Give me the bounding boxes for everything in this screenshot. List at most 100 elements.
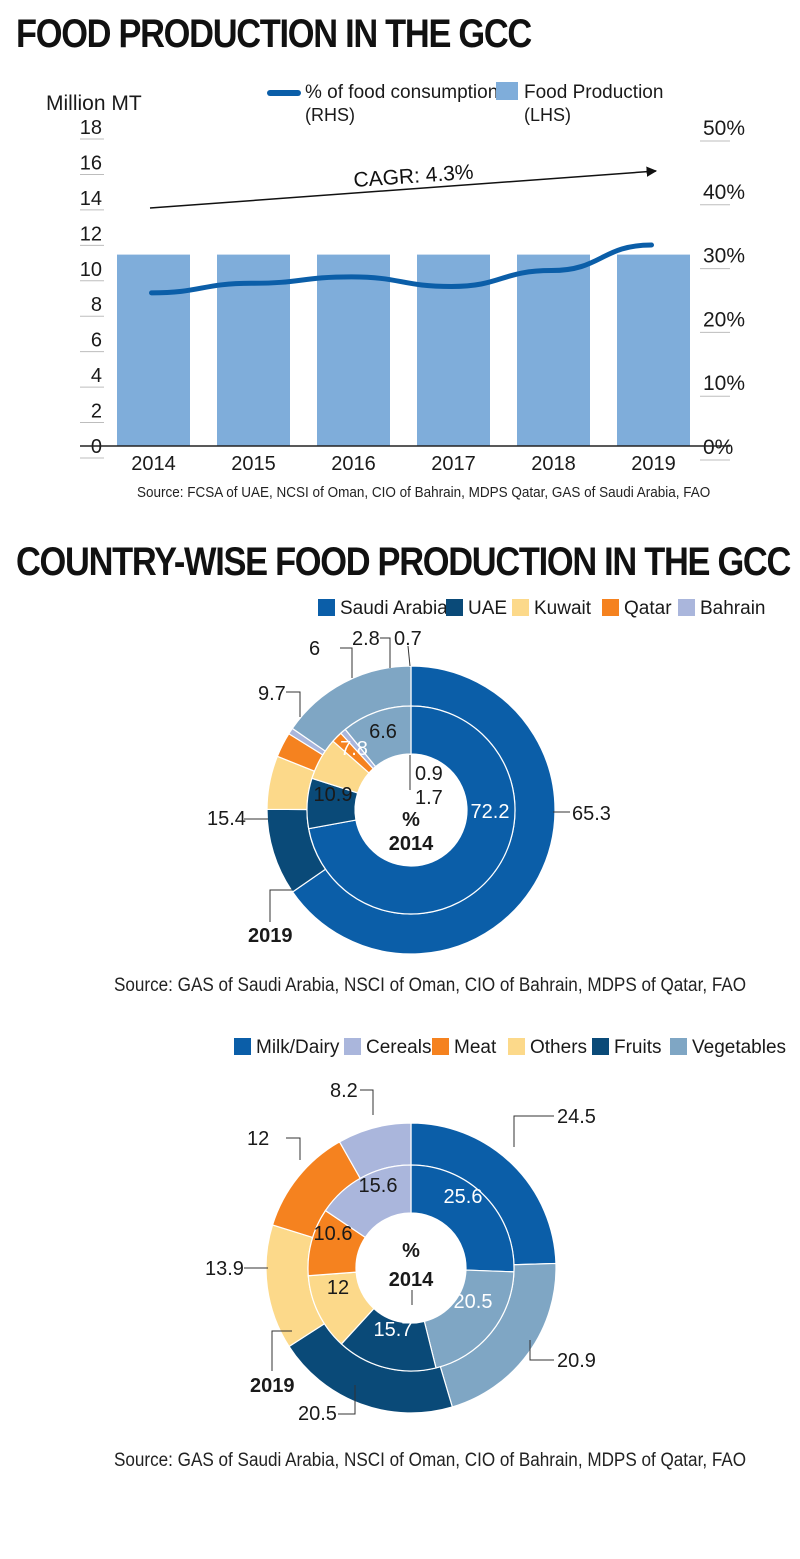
y-axis-label: Million MT [46,92,142,115]
country-legend-swatch [318,599,335,616]
inner-value-milk: 25.6 [444,1186,483,1208]
country-legend-swatch [446,599,463,616]
category-legend-label: Fruits [614,1037,662,1058]
chart1-title: FOOD PRODUCTION IN THE GCC [16,12,532,56]
y-tick-label: 12 [80,223,102,245]
country-legend-swatch [512,599,529,616]
inner-ring-label: 2014 [389,833,434,855]
center-label: % [402,1240,420,1262]
bar-2018 [517,254,590,446]
category-legend-label: Meat [454,1037,497,1058]
cagr-annotation: CAGR: 4.3% [353,161,475,192]
outer-value-saudi: 65.3 [572,803,611,825]
country-legend-label: Bahrain [700,598,766,619]
inner-value-saudi: 72.2 [471,801,510,823]
chart3-source: Source: GAS of Saudi Arabia, NSCI of Oma… [114,1450,747,1471]
legend-line-axis: (RHS) [305,105,355,125]
chart2-title: COUNTRY-WISE FOOD PRODUCTION IN THE GCC [16,540,791,584]
legend-bar-axis: (LHS) [524,105,571,125]
y2-tick-label: 10% [703,372,745,395]
outer-value-kuwait: 6 [309,638,320,660]
category-2014-slice-cereals [324,1164,412,1239]
inner-value-vegetables: 20.5 [454,1291,493,1313]
country-legend-swatch [678,599,695,616]
country-donut-chart: Saudi Arabia UAE Kuwait Qatar Bahrain 72.2 7.8… [207,598,766,955]
outer-value-bahrain: 0.7 [394,628,422,650]
chart1-source: Source: FCSA of UAE, NCSI of Oman, CIO o… [137,484,711,501]
category-legend-swatch [670,1038,687,1055]
outer-value-fruits: 20.5 [298,1403,337,1425]
inner-value-others: 12 [327,1277,349,1299]
outer-value-uae: 9.7 [258,683,286,705]
legend-line-label: % of food consumption [305,82,498,103]
inner-value-kuwait: 6.6 [369,721,397,743]
y2-tick-label: 40% [703,181,745,204]
inner-value-meat: 10.6 [314,1223,353,1245]
chart2-source: Source: GAS of Saudi Arabia, NSCI of Oma… [114,975,747,996]
y-tick-label: 2 [91,401,102,423]
category-legend-swatch [344,1038,361,1055]
x-tick-label: 2018 [531,453,576,475]
leader-meat [286,1137,301,1160]
bar-2014 [117,254,190,446]
leader-vegetables [529,1340,554,1361]
bar-2019 [617,254,690,446]
legend-bar-swatch [496,82,518,100]
inner-ring-label: 2014 [389,1269,434,1291]
inner-value-oman: 10.9 [314,784,353,806]
outer-ring-label: 2019 [248,925,293,947]
y2-tick-label: 0% [703,436,733,459]
country-legend-label: Kuwait [534,598,592,619]
outer-value-others: 13.9 [205,1258,244,1280]
y-tick-label: 0 [91,436,102,458]
category-legend-label: Cereals [366,1037,431,1058]
outer-ring-label: 2019 [250,1375,295,1397]
outer-value-qatar: 2.8 [352,628,380,650]
y-tick-label: 6 [91,330,102,352]
y-tick-label: 18 [80,117,102,139]
y2-tick-label: 30% [703,245,745,268]
inner-value-cereals: 15.6 [359,1175,398,1197]
country-2014-slice-saudi-arabia [307,705,516,915]
leader-uae [286,691,301,717]
y-tick-label: 16 [80,152,102,174]
country-2014-slice-oman [344,705,412,768]
category-legend-label: Others [530,1037,587,1058]
leader-fruits [338,1385,356,1415]
x-tick-label: 2016 [331,453,376,475]
x-tick-label: 2017 [431,453,476,475]
center-label: % [402,809,420,831]
consumption-line [149,242,654,296]
outer-value-meat: 12 [247,1128,269,1150]
country-legend-label: Saudi Arabia [340,598,448,619]
leader-kuwait [340,647,353,678]
x-tick-label: 2019 [631,453,676,475]
outer-value-vegetables: 20.9 [557,1350,596,1372]
leader-2019 [271,1330,292,1371]
outer-value-cereals: 8.2 [330,1080,358,1102]
bar-2016 [317,254,390,446]
category-legend-swatch [234,1038,251,1055]
category-legend-label: Vegetables [692,1037,786,1058]
leader-qatar [380,637,391,668]
leader-bahrain [407,645,411,667]
category-legend-swatch [592,1038,609,1055]
leader-cereals [360,1089,374,1115]
y-tick-label: 4 [91,365,102,387]
y2-tick-label: 50% [703,117,745,140]
category-donut-chart: Milk/Dairy Cereals Meat Others Fruits Vegetab… [205,1037,786,1425]
y-tick-label: 8 [91,294,102,316]
cagr-arrow [149,166,658,209]
inner-value-uae: 7.8 [340,738,368,760]
outer-value-oman: 15.4 [207,808,246,830]
y-tick-label: 10 [80,259,102,281]
country-legend-swatch [602,599,619,616]
inner-value-qatar: 1.7 [415,787,443,809]
outer-value-milk: 24.5 [557,1106,596,1128]
category-legend-swatch [432,1038,449,1055]
x-tick-label: 2014 [131,453,176,475]
y2-tick-label: 20% [703,308,745,331]
country-legend-label: UAE [468,598,507,619]
y-tick-label: 14 [80,188,102,210]
